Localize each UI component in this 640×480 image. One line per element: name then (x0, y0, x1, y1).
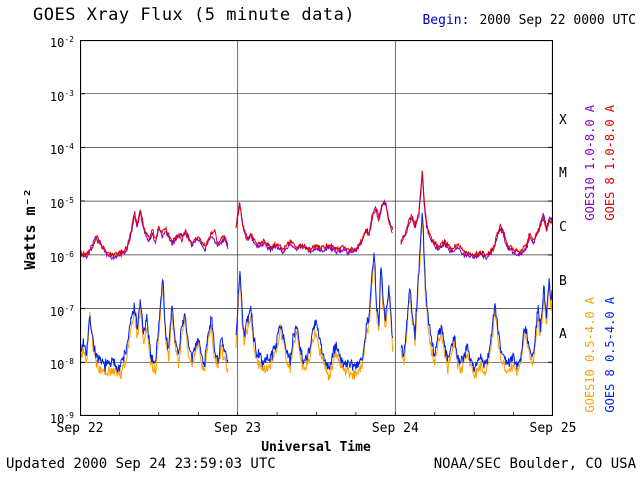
y-tick-label: 10-6 (49, 249, 74, 265)
flare-class-letter: A (559, 327, 567, 343)
legend-label-goes10-short: GOES10 0.5-4.0 A (582, 297, 597, 413)
legend-goes8-long: GOES 8 1.0-8.0 A (601, 88, 618, 238)
legend-goes8-short: GOES 8 0.5-4.0 A (601, 280, 618, 430)
y-tick-label: 10-4 (49, 142, 74, 158)
y-tick-label: 10-9 (49, 411, 74, 426)
begin-label: Begin: (422, 13, 470, 28)
y-tick-label: 10-7 (49, 303, 74, 319)
x-tick-label: Sep 24 (371, 421, 419, 436)
legend-goes10-short: GOES10 0.5-4.0 A (581, 280, 598, 430)
y-axis-title: Watts m⁻² (21, 188, 39, 270)
y-tick-label: 10-3 (49, 88, 74, 104)
begin-value: 2000 Sep 22 0000 UTC (479, 13, 636, 28)
y-tick-label: 10-5 (49, 196, 74, 212)
flare-class-letter: X (559, 112, 567, 128)
x-axis-title: Universal Time (261, 440, 371, 455)
updated-timestamp: Updated 2000 Sep 24 23:59:03 UTC (6, 456, 276, 472)
flare-class-letter: B (559, 273, 567, 289)
plot-area (80, 40, 553, 416)
y-tick-label: 10-2 (49, 35, 74, 50)
begin-row: Begin: 2000 Sep 22 0000 UTC (422, 13, 636, 28)
flare-class-letter: M (559, 166, 567, 182)
legend-label-goes8-long: GOES 8 1.0-8.0 A (602, 105, 617, 221)
x-tick-label: Sep 23 (214, 421, 262, 436)
legend-goes10-long: GOES10 1.0-8.0 A (581, 88, 598, 238)
source-credit: NOAA/SEC Boulder, CO USA (433, 456, 636, 472)
page-title: GOES Xray Flux (5 minute data) (33, 5, 356, 25)
x-tick-label: Sep 22 (56, 421, 104, 436)
x-tick-label: Sep 25 (529, 421, 577, 436)
legend-label-goes8-short: GOES 8 0.5-4.0 A (602, 297, 617, 413)
y-tick-label: 10-8 (49, 357, 74, 373)
legend-label-goes10-long: GOES10 1.0-8.0 A (582, 105, 597, 221)
flare-class-letter: C (559, 220, 567, 235)
chart-canvas (80, 40, 553, 416)
